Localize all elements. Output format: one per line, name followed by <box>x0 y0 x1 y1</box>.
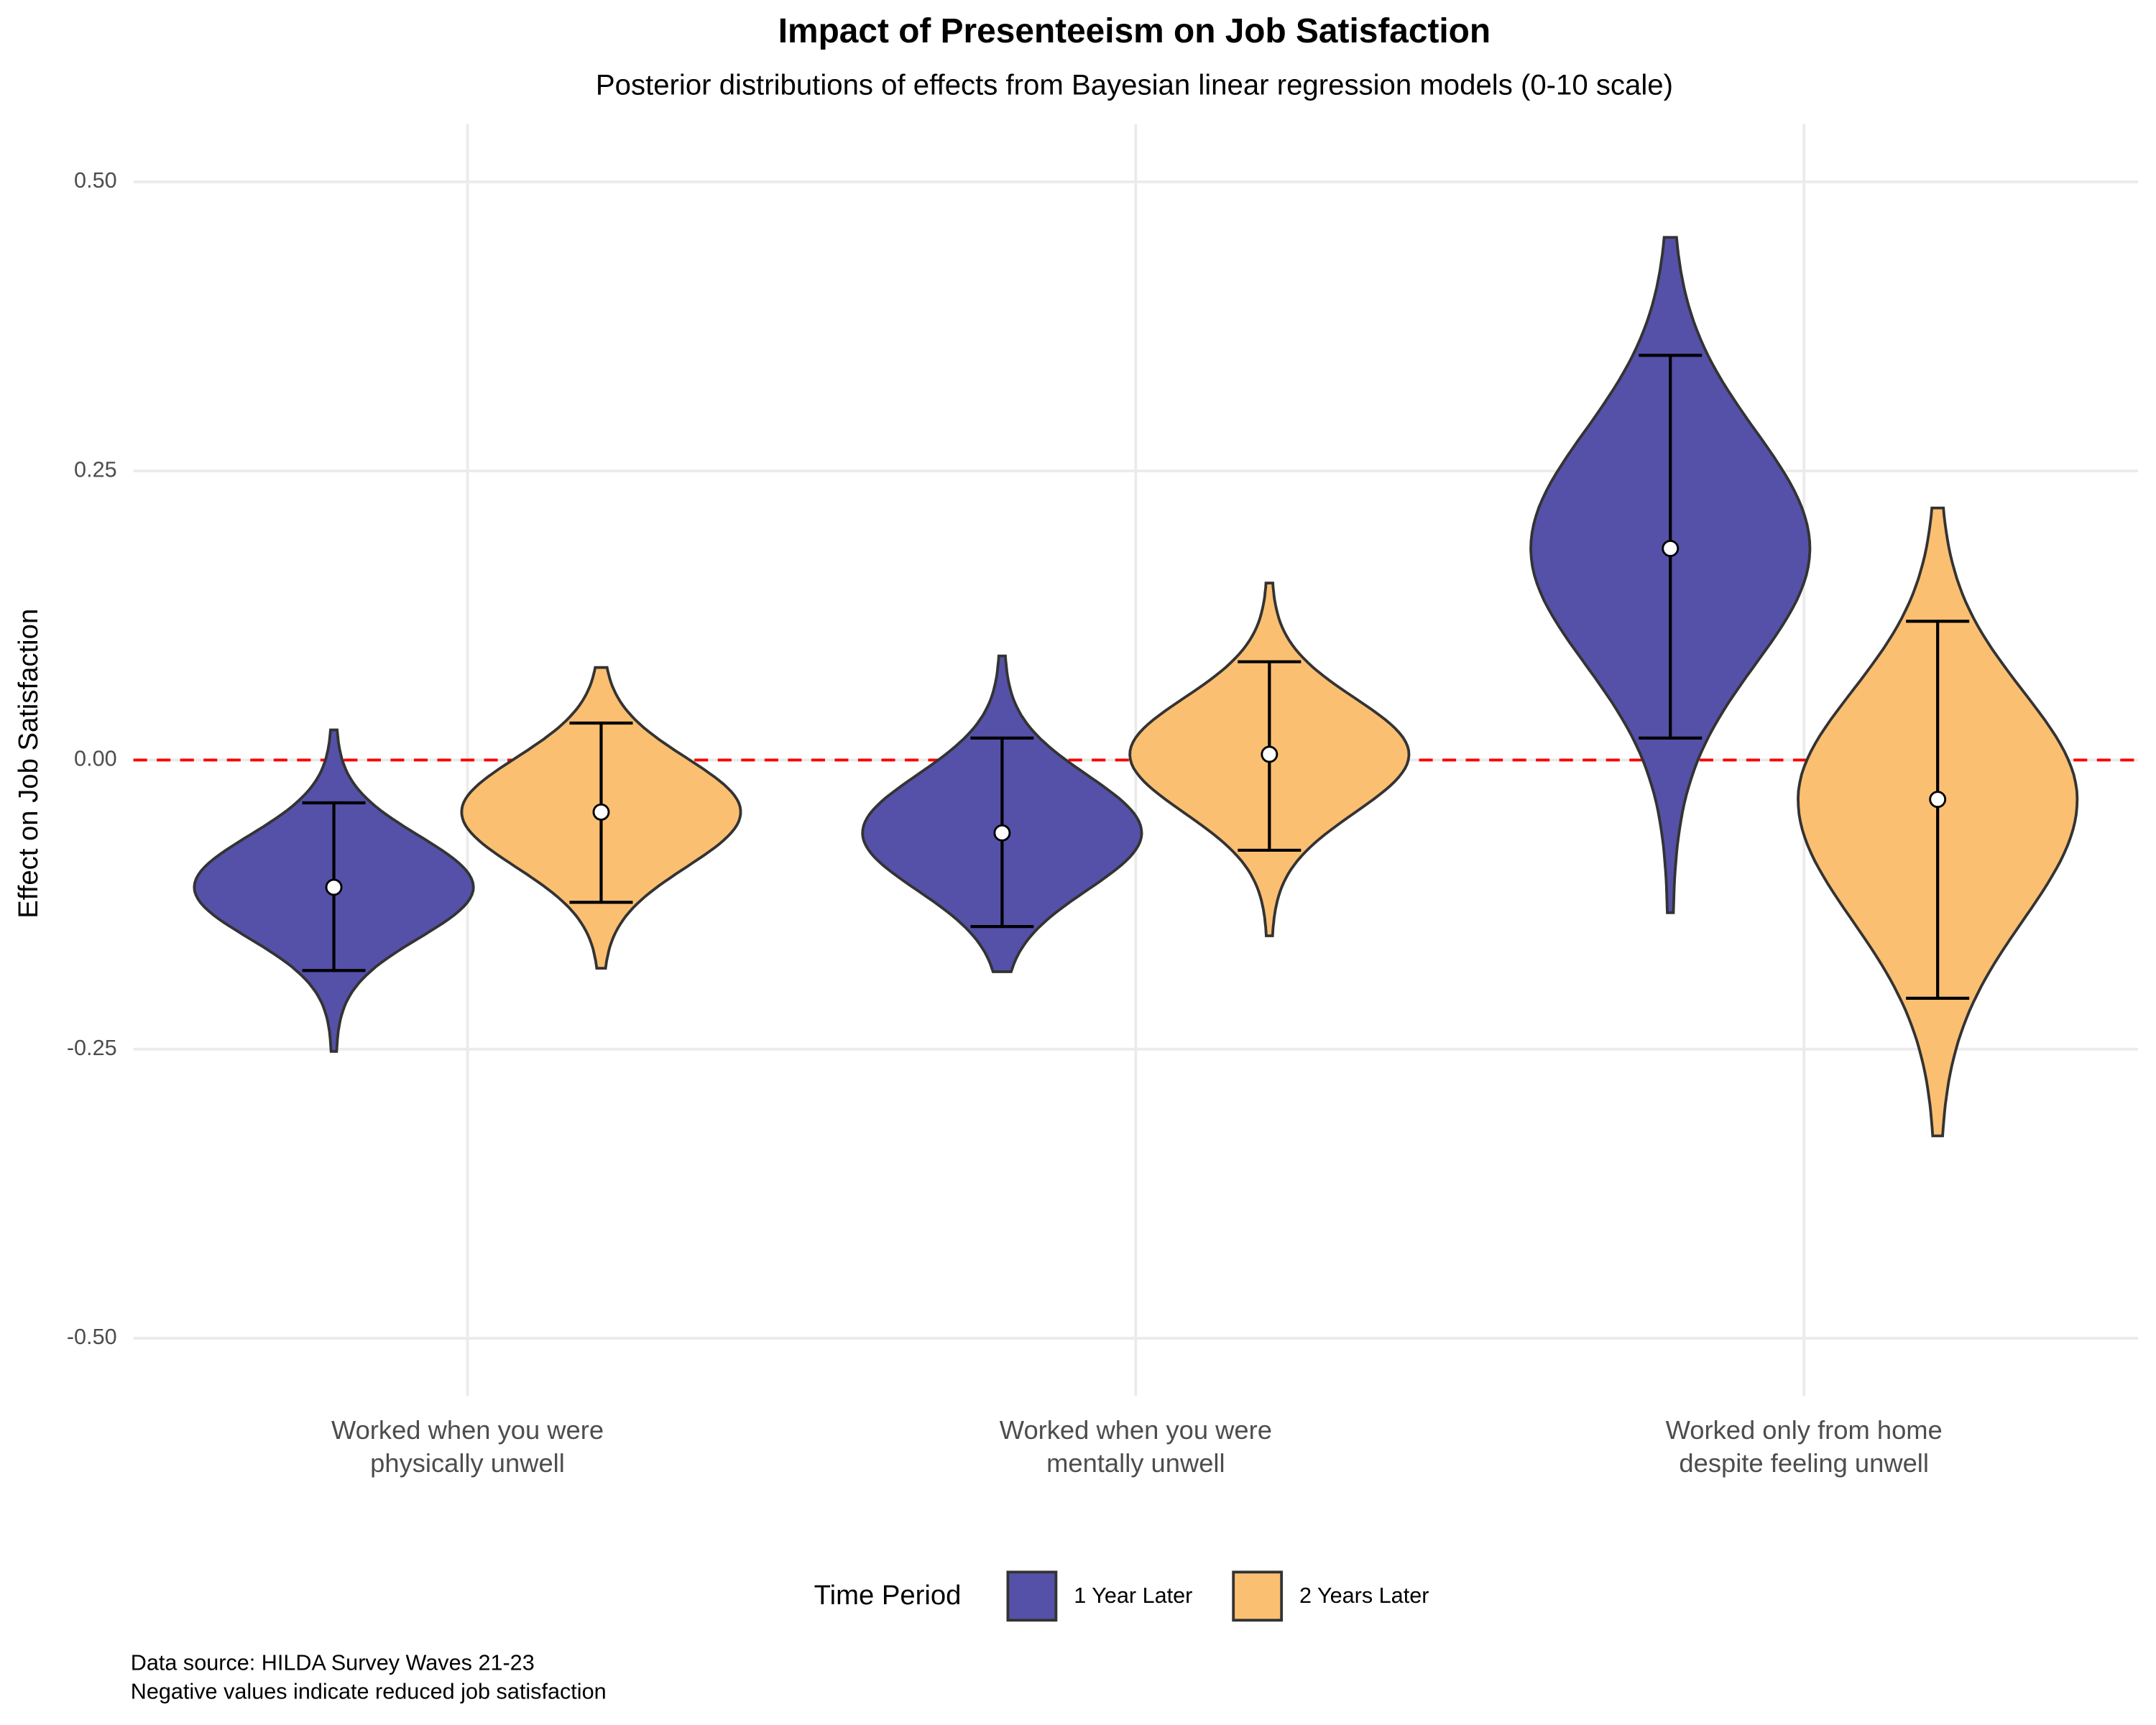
chart-title: Impact of Presenteeism on Job Satisfacti… <box>778 12 1491 50</box>
median-point <box>1261 745 1279 763</box>
chart-subtitle: Posterior distributions of effects from … <box>596 69 1673 101</box>
median-point <box>1662 540 1680 557</box>
median-point <box>1929 791 1947 809</box>
y-tick-label: -0.50 <box>67 1325 117 1349</box>
legend-label: 2 Years Later <box>1299 1583 1429 1608</box>
x-tick-label: Worked when you were physically unwell <box>331 1415 604 1478</box>
median-point <box>592 803 610 821</box>
legend-label: 1 Year Later <box>1074 1583 1192 1608</box>
y-tick-label: 0.25 <box>74 457 117 482</box>
legend-swatch <box>1006 1570 1058 1622</box>
y-tick-label: 0.50 <box>74 168 117 193</box>
median-point <box>325 878 343 896</box>
caption: Data source: HILDA Survey Waves 21-23 <box>131 1651 535 1675</box>
y-axis-label: Effect on Job Satisfaction <box>13 609 44 919</box>
median-point <box>993 824 1011 842</box>
x-tick-label: Worked when you were mentally unwell <box>1000 1415 1272 1478</box>
legend-swatch <box>1232 1570 1284 1622</box>
x-tick-label: Worked only from home despite feeling unw… <box>1666 1415 1943 1478</box>
y-tick-label: -0.25 <box>67 1036 117 1060</box>
caption: Negative values indicate reduced job sat… <box>131 1680 607 1704</box>
y-tick-label: 0.00 <box>74 747 117 771</box>
legend-title: Time Period <box>814 1580 962 1611</box>
